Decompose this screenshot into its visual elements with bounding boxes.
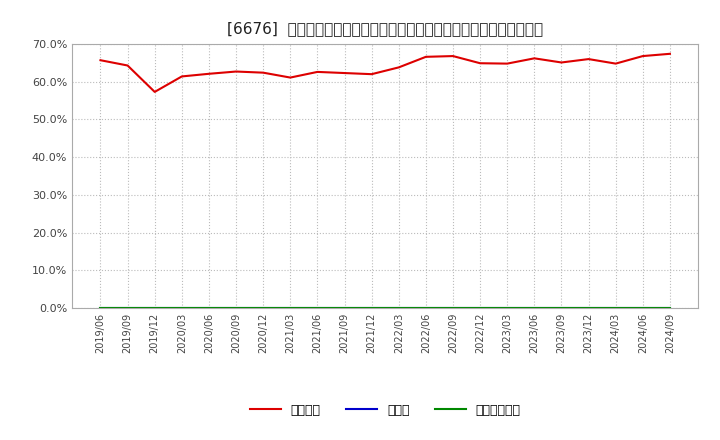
自己資本: [639, 53, 647, 59]
のれん: [367, 305, 376, 311]
繰延税金資産: [639, 305, 647, 311]
自己資本: [178, 74, 186, 79]
繰延税金資産: [96, 305, 105, 311]
自己資本: [395, 65, 403, 70]
自己資本: [150, 89, 159, 95]
Title: [6676]  自己資本、のれん、繰延税金資産の総資産に対する比率の推移: [6676] 自己資本、のれん、繰延税金資産の総資産に対する比率の推移: [227, 21, 544, 36]
繰延税金資産: [421, 305, 430, 311]
のれん: [557, 305, 566, 311]
のれん: [476, 305, 485, 311]
繰延税金資産: [476, 305, 485, 311]
繰延税金資産: [150, 305, 159, 311]
のれん: [150, 305, 159, 311]
Line: 自己資本: 自己資本: [101, 54, 670, 92]
自己資本: [665, 51, 674, 56]
のれん: [313, 305, 322, 311]
自己資本: [503, 61, 511, 66]
のれん: [232, 305, 240, 311]
繰延税金資産: [313, 305, 322, 311]
繰延税金資産: [503, 305, 511, 311]
繰延税金資産: [530, 305, 539, 311]
自己資本: [232, 69, 240, 74]
自己資本: [367, 72, 376, 77]
繰延税金資産: [665, 305, 674, 311]
のれん: [503, 305, 511, 311]
繰延税金資産: [204, 305, 213, 311]
繰延税金資産: [178, 305, 186, 311]
自己資本: [259, 70, 268, 75]
自己資本: [286, 75, 294, 80]
のれん: [259, 305, 268, 311]
自己資本: [611, 61, 620, 66]
のれん: [530, 305, 539, 311]
のれん: [395, 305, 403, 311]
のれん: [639, 305, 647, 311]
自己資本: [530, 56, 539, 61]
繰延税金資産: [367, 305, 376, 311]
繰延税金資産: [341, 305, 349, 311]
のれん: [611, 305, 620, 311]
自己資本: [341, 70, 349, 76]
のれん: [665, 305, 674, 311]
繰延税金資産: [259, 305, 268, 311]
繰延税金資産: [123, 305, 132, 311]
繰延税金資産: [584, 305, 593, 311]
のれん: [584, 305, 593, 311]
自己資本: [449, 53, 457, 59]
自己資本: [584, 56, 593, 62]
繰延税金資産: [395, 305, 403, 311]
繰延税金資産: [557, 305, 566, 311]
のれん: [449, 305, 457, 311]
のれん: [286, 305, 294, 311]
のれん: [96, 305, 105, 311]
自己資本: [313, 69, 322, 74]
のれん: [204, 305, 213, 311]
繰延税金資産: [611, 305, 620, 311]
自己資本: [96, 58, 105, 63]
のれん: [178, 305, 186, 311]
自己資本: [557, 60, 566, 65]
のれん: [341, 305, 349, 311]
繰延税金資産: [232, 305, 240, 311]
Legend: 自己資本, のれん, 繰延税金資産: 自己資本, のれん, 繰延税金資産: [245, 399, 526, 422]
繰延税金資産: [286, 305, 294, 311]
自己資本: [476, 61, 485, 66]
自己資本: [123, 63, 132, 68]
のれん: [123, 305, 132, 311]
繰延税金資産: [449, 305, 457, 311]
のれん: [421, 305, 430, 311]
自己資本: [204, 71, 213, 77]
自己資本: [421, 54, 430, 59]
